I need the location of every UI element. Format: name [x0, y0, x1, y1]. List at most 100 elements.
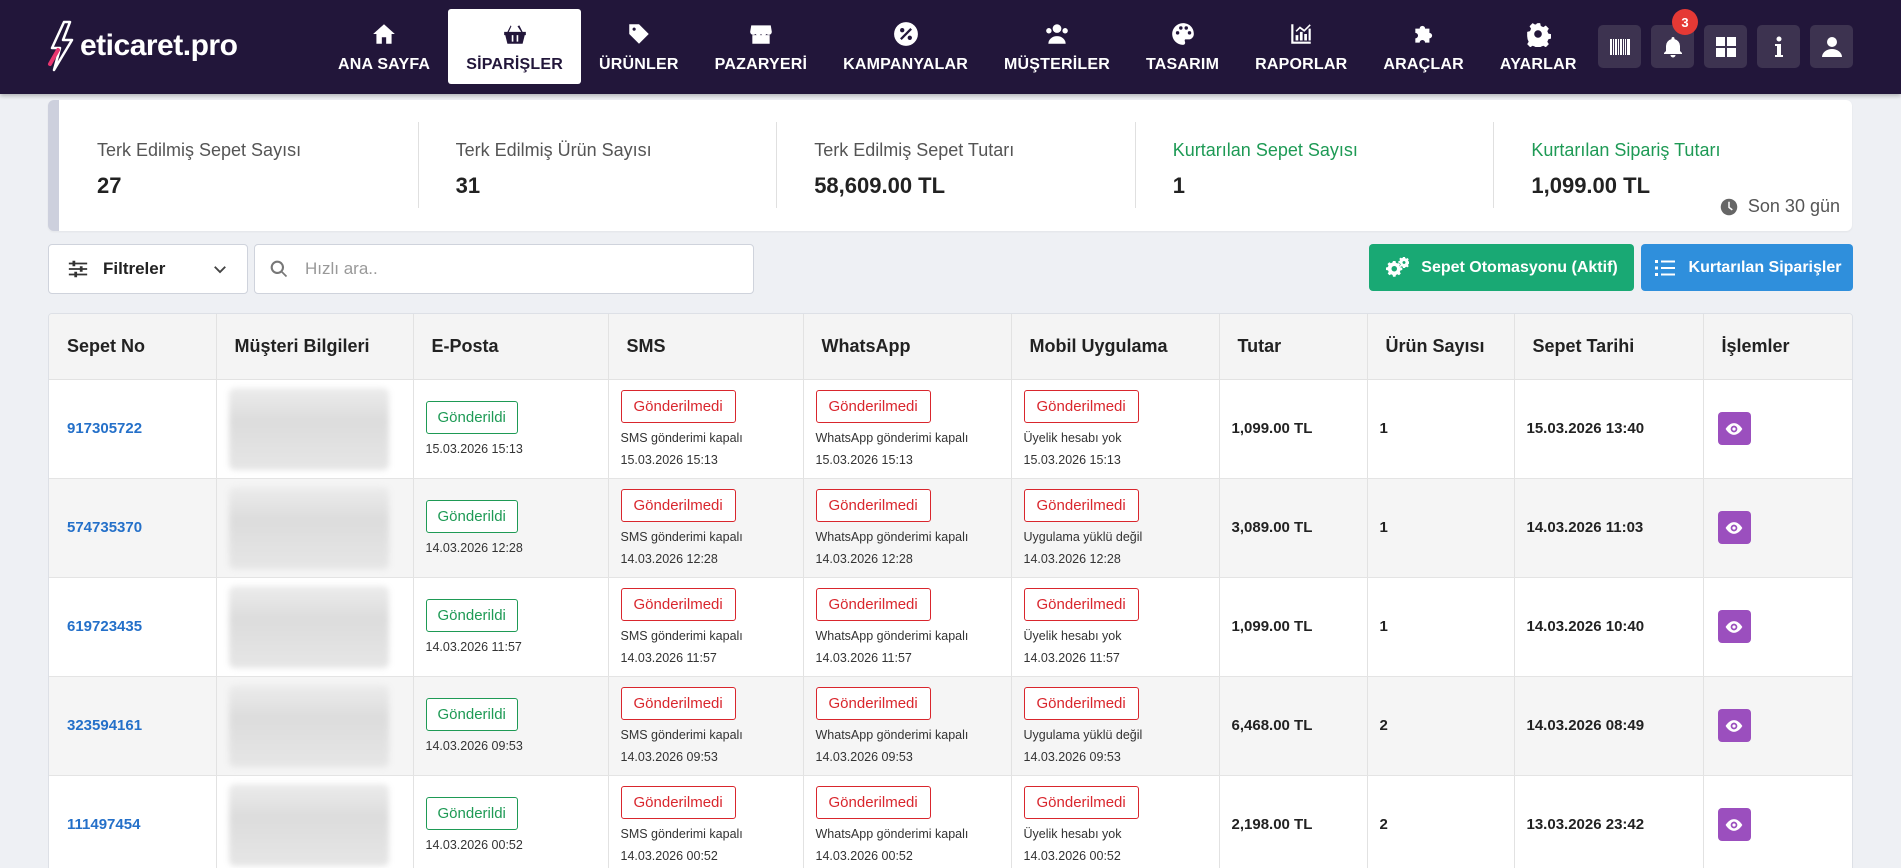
- sms-note: SMS gönderimi kapalı: [620, 728, 743, 742]
- user-menu-button[interactable]: [1810, 25, 1853, 68]
- recovered-orders-button[interactable]: Kurtarılan Siparişler: [1641, 244, 1853, 291]
- product-count: 1: [1379, 519, 1388, 536]
- stat-recovered-cart-count: Kurtarılan Sepet Sayısı 1: [1134, 100, 1494, 231]
- cart-number-link[interactable]: 917305722: [67, 420, 143, 437]
- view-cart-button[interactable]: [1717, 511, 1751, 544]
- column-header[interactable]: İşlemler: [1703, 314, 1852, 380]
- table-header-row: Sepet No Müşteri Bilgileri E-Posta SMS W…: [49, 314, 1852, 380]
- nav-item-tasarim[interactable]: TASARIM: [1128, 9, 1237, 84]
- apps-grid-button[interactable]: [1704, 25, 1747, 68]
- app-note: Uygulama yüklü değil: [1023, 728, 1143, 742]
- nav-item-siparisler[interactable]: SİPARİŞLER: [448, 9, 582, 84]
- nav-item-araclar[interactable]: ARAÇLAR: [1365, 9, 1482, 84]
- view-cart-button[interactable]: [1717, 709, 1751, 742]
- cart-date: 15.03.2026 13:40: [1526, 420, 1645, 437]
- nav-item-kampanyalar[interactable]: KAMPANYALAR: [825, 9, 986, 84]
- view-cart-button[interactable]: [1717, 808, 1751, 841]
- customer-info-blurred: [228, 486, 389, 569]
- whatsapp-date: 14.03.2026 00:52: [815, 849, 913, 863]
- nav-item-ana-sayfa[interactable]: ANA SAYFA: [320, 9, 448, 84]
- sms-status-badge: Gönderilmedi: [620, 489, 736, 522]
- cart-number-link[interactable]: 323594161: [67, 717, 143, 734]
- email-date: 14.03.2026 00:52: [425, 838, 523, 852]
- whatsapp-status-badge: Gönderilmedi: [815, 489, 931, 522]
- view-cart-button[interactable]: [1717, 412, 1751, 445]
- nav-label: KAMPANYALAR: [843, 55, 969, 73]
- whatsapp-note: WhatsApp gönderimi kapalı: [815, 431, 969, 445]
- table-row: 574735370 Gönderildi 14.03.2026 12:28 Gön…: [49, 478, 1852, 578]
- cart-number-link[interactable]: 111497454: [67, 816, 141, 833]
- table-row: 917305722 Gönderildi 15.03.2026 15:13 Gön…: [49, 379, 1852, 479]
- product-count: 1: [1379, 618, 1388, 635]
- email-date: 14.03.2026 09:53: [425, 739, 523, 753]
- sms-note: SMS gönderimi kapalı: [620, 431, 743, 445]
- nav-item-ayarlar[interactable]: AYARLAR: [1482, 9, 1595, 84]
- cart-number-link[interactable]: 619723435: [67, 618, 143, 635]
- column-header[interactable]: Ürün Sayısı: [1367, 314, 1515, 380]
- cart-date: 13.03.2026 23:42: [1526, 816, 1645, 833]
- column-header[interactable]: Sepet No: [49, 314, 217, 380]
- barcode-icon: [1609, 38, 1630, 55]
- app-note: Uygulama yüklü değil: [1023, 530, 1143, 544]
- filters-dropdown[interactable]: Filtreler: [48, 244, 248, 294]
- palette-icon: [1169, 20, 1197, 48]
- column-header[interactable]: Mobil Uygulama: [1011, 314, 1220, 380]
- brand-logo[interactable]: eticaret.pro: [46, 20, 238, 72]
- lightning-logo-icon: [48, 20, 74, 72]
- nav-label: TASARIM: [1146, 55, 1220, 73]
- whatsapp-note: WhatsApp gönderimi kapalı: [815, 827, 969, 841]
- nav-item-urunler[interactable]: ÜRÜNLER: [581, 9, 697, 84]
- search-input[interactable]: [305, 259, 725, 279]
- cart-automation-button[interactable]: Sepet Otomasyonu (Aktif): [1369, 244, 1634, 291]
- sliders-icon: [68, 260, 88, 278]
- cart-number-link[interactable]: 574735370: [67, 519, 143, 536]
- nav-item-pazaryeri[interactable]: PAZARYERİ: [697, 9, 825, 84]
- table-row: 323594161 Gönderildi 14.03.2026 09:53 Gön…: [49, 676, 1852, 776]
- period-label: Son 30 gün: [1747, 196, 1840, 216]
- bell-icon: [1663, 36, 1682, 57]
- product-count: 2: [1379, 717, 1388, 734]
- email-date: 14.03.2026 11:57: [425, 640, 522, 654]
- column-header[interactable]: SMS: [608, 314, 804, 380]
- whatsapp-status-badge: Gönderilmedi: [815, 588, 931, 621]
- top-navbar: eticaret.pro ANA SAYFA SİPARİŞLER ÜRÜNLE…: [0, 0, 1901, 94]
- notifications-button[interactable]: 3: [1651, 9, 1698, 68]
- stat-abandoned-cart-count: Terk Edilmiş Sepet Sayısı 27: [59, 100, 418, 231]
- sms-status-badge: Gönderilmedi: [620, 786, 736, 819]
- nav-label: MÜŞTERİLER: [1004, 55, 1111, 73]
- app-note: Üyelik hesabı yok: [1023, 629, 1122, 643]
- filters-label: Filtreler: [103, 259, 166, 278]
- column-header[interactable]: E-Posta: [413, 314, 609, 380]
- cart-date: 14.03.2026 11:03: [1526, 519, 1644, 536]
- whatsapp-note: WhatsApp gönderimi kapalı: [815, 728, 969, 742]
- barcode-button[interactable]: [1598, 25, 1641, 68]
- app-date: 14.03.2026 11:57: [1023, 651, 1120, 665]
- info-button[interactable]: [1757, 25, 1800, 68]
- view-cart-button[interactable]: [1717, 610, 1751, 643]
- sms-date: 14.03.2026 11:57: [620, 651, 717, 665]
- nav-label: PAZARYERİ: [714, 55, 808, 73]
- table-row: 619723435 Gönderildi 14.03.2026 11:57 Gön…: [49, 577, 1852, 677]
- email-status-badge: Gönderildi: [425, 797, 518, 830]
- whatsapp-date: 14.03.2026 12:28: [815, 552, 913, 566]
- app-date: 14.03.2026 12:28: [1023, 552, 1121, 566]
- app-date: 14.03.2026 00:52: [1023, 849, 1121, 863]
- whatsapp-status-badge: Gönderilmedi: [815, 390, 931, 423]
- column-header[interactable]: Tutar: [1219, 314, 1368, 380]
- stat-label: Terk Edilmiş Sepet Sayısı: [97, 140, 302, 160]
- cart-amount: 6,468.00 TL: [1231, 717, 1313, 734]
- sms-status-badge: Gönderilmedi: [620, 390, 736, 423]
- nav-label: SİPARİŞLER: [466, 55, 564, 73]
- nav-item-musteriler[interactable]: MÜŞTERİLER: [986, 9, 1128, 84]
- cart-date: 14.03.2026 08:49: [1526, 717, 1645, 734]
- app-status-badge: Gönderilmedi: [1023, 786, 1139, 819]
- store-icon: [747, 20, 775, 48]
- app-status-badge: Gönderilmedi: [1023, 390, 1139, 423]
- column-header[interactable]: Sepet Tarihi: [1514, 314, 1704, 380]
- stat-label: Kurtarılan Sepet Sayısı: [1172, 140, 1358, 160]
- stat-recovered-order-amount: Kurtarılan Sipariş Tutarı 1,099.00 TL: [1493, 100, 1852, 231]
- column-header[interactable]: Müşteri Bilgileri: [216, 314, 414, 380]
- column-header[interactable]: WhatsApp: [803, 314, 1012, 380]
- nav-item-raporlar[interactable]: RAPORLAR: [1237, 9, 1365, 84]
- info-icon: [1774, 36, 1783, 57]
